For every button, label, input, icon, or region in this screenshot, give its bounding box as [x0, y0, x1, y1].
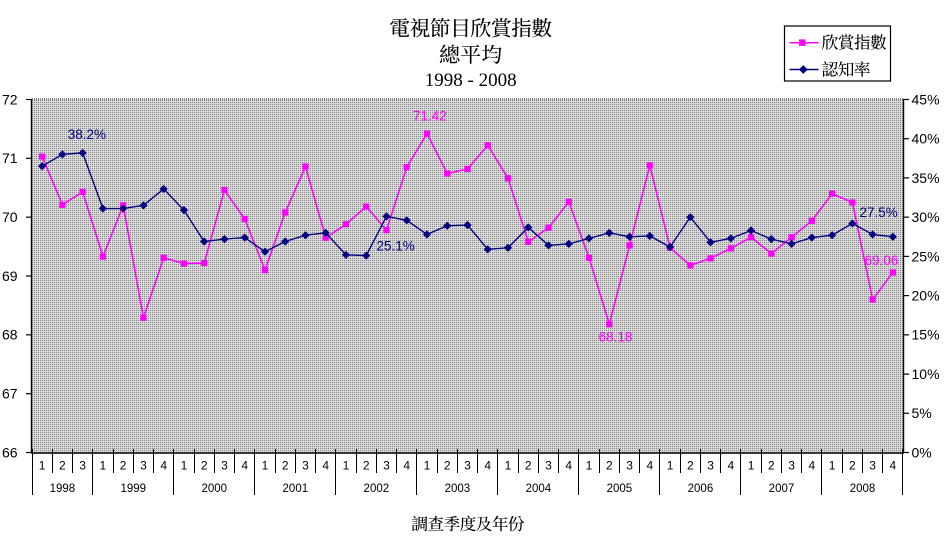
svg-text:4: 4 [403, 459, 410, 473]
svg-text:1998: 1998 [50, 483, 76, 495]
svg-text:1: 1 [748, 459, 755, 473]
svg-text:67: 67 [2, 386, 18, 402]
svg-text:1: 1 [424, 459, 431, 473]
svg-text:3: 3 [383, 459, 390, 473]
svg-text:2: 2 [849, 459, 856, 473]
svg-text:35%: 35% [912, 170, 940, 186]
svg-text:4: 4 [727, 459, 734, 473]
svg-text:1: 1 [343, 459, 350, 473]
svg-text:1: 1 [505, 459, 512, 473]
svg-text:4: 4 [322, 459, 329, 473]
svg-text:71.42: 71.42 [413, 108, 447, 123]
svg-text:3: 3 [545, 459, 552, 473]
svg-text:4: 4 [565, 459, 572, 473]
svg-text:1: 1 [586, 459, 593, 473]
svg-text:3: 3 [140, 459, 147, 473]
svg-text:2003: 2003 [445, 483, 471, 495]
svg-text:25%: 25% [912, 248, 940, 264]
svg-text:72: 72 [2, 91, 18, 107]
svg-text:2004: 2004 [526, 483, 552, 495]
svg-text:45%: 45% [912, 91, 940, 107]
svg-text:2: 2 [120, 459, 127, 473]
svg-text:4: 4 [646, 459, 653, 473]
svg-text:2: 2 [444, 459, 451, 473]
svg-text:20%: 20% [912, 288, 940, 304]
svg-text:2: 2 [201, 459, 208, 473]
svg-text:3: 3 [221, 459, 228, 473]
svg-text:68.18: 68.18 [599, 329, 633, 344]
svg-text:1999: 1999 [120, 483, 146, 495]
svg-text:2: 2 [59, 459, 66, 473]
svg-text:3: 3 [869, 459, 876, 473]
svg-text:2002: 2002 [364, 483, 390, 495]
svg-text:0%: 0% [912, 444, 932, 460]
svg-text:25.1%: 25.1% [377, 238, 415, 253]
svg-text:66: 66 [2, 444, 18, 460]
svg-text:1: 1 [262, 459, 269, 473]
svg-text:4: 4 [890, 459, 897, 473]
svg-text:38.2%: 38.2% [68, 127, 106, 142]
svg-text:70: 70 [2, 209, 18, 225]
svg-text:2000: 2000 [202, 483, 228, 495]
svg-text:69: 69 [2, 268, 18, 284]
svg-text:2: 2 [768, 459, 775, 473]
svg-text:4: 4 [809, 459, 816, 473]
svg-text:40%: 40% [912, 131, 940, 147]
svg-text:4: 4 [484, 459, 491, 473]
svg-text:3: 3 [626, 459, 633, 473]
svg-text:2008: 2008 [850, 483, 876, 495]
svg-text:3: 3 [464, 459, 471, 473]
svg-text:2005: 2005 [607, 483, 633, 495]
svg-text:27.5%: 27.5% [860, 205, 898, 220]
svg-text:2: 2 [606, 459, 613, 473]
svg-text:3: 3 [788, 459, 795, 473]
svg-text:4: 4 [241, 459, 248, 473]
svg-text:5%: 5% [912, 405, 932, 421]
svg-text:1: 1 [667, 459, 674, 473]
svg-text:4: 4 [160, 459, 167, 473]
svg-text:2: 2 [363, 459, 370, 473]
svg-text:1: 1 [100, 459, 107, 473]
svg-text:1: 1 [829, 459, 836, 473]
svg-text:2001: 2001 [283, 483, 309, 495]
svg-text:2007: 2007 [769, 483, 795, 495]
svg-text:68: 68 [2, 327, 18, 343]
svg-text:30%: 30% [912, 209, 940, 225]
svg-text:71: 71 [2, 150, 18, 166]
svg-text:15%: 15% [912, 327, 940, 343]
svg-text:1: 1 [181, 459, 188, 473]
svg-text:1: 1 [39, 459, 46, 473]
svg-text:2: 2 [282, 459, 289, 473]
svg-text:69.06: 69.06 [865, 253, 899, 268]
svg-text:3: 3 [707, 459, 714, 473]
svg-text:3: 3 [79, 459, 86, 473]
svg-text:2: 2 [525, 459, 532, 473]
svg-text:3: 3 [302, 459, 309, 473]
svg-text:2006: 2006 [688, 483, 714, 495]
svg-text:10%: 10% [912, 366, 940, 382]
svg-text:1998 - 2008: 1998 - 2008 [425, 70, 517, 91]
svg-text:2: 2 [687, 459, 694, 473]
